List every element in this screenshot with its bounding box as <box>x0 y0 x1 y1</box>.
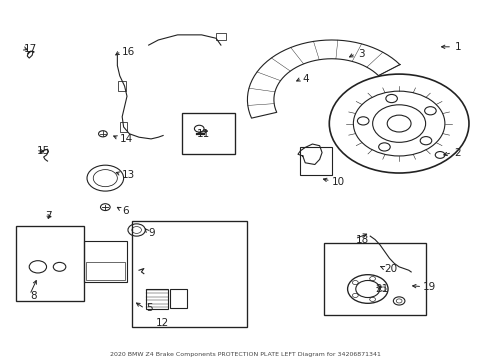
Bar <box>84 241 127 282</box>
Bar <box>171 289 187 308</box>
Text: 21: 21 <box>375 284 388 294</box>
Text: 1: 1 <box>455 42 461 52</box>
Bar <box>120 122 127 132</box>
Bar <box>216 33 226 40</box>
Text: 6: 6 <box>122 206 129 216</box>
Text: 2020 BMW Z4 Brake Components PROTECTION PLATE LEFT Diagram for 34206871341: 2020 BMW Z4 Brake Components PROTECTION … <box>110 352 380 357</box>
Text: 17: 17 <box>24 44 37 54</box>
Bar <box>118 81 126 91</box>
Text: 13: 13 <box>122 170 135 180</box>
Text: 4: 4 <box>303 74 309 84</box>
Text: 2: 2 <box>455 148 461 158</box>
Bar <box>324 243 426 315</box>
Text: 16: 16 <box>122 47 135 57</box>
Text: 10: 10 <box>332 176 345 186</box>
Bar <box>86 262 124 280</box>
Bar <box>132 221 247 327</box>
Text: 3: 3 <box>358 49 365 59</box>
Bar <box>300 148 332 175</box>
Text: 15: 15 <box>37 146 50 156</box>
Text: 7: 7 <box>45 211 52 221</box>
Text: 19: 19 <box>423 282 437 292</box>
Text: 18: 18 <box>356 235 369 244</box>
Bar <box>146 289 168 310</box>
Text: 14: 14 <box>120 134 133 144</box>
Text: 9: 9 <box>148 228 155 238</box>
Text: 20: 20 <box>385 264 398 274</box>
Text: 8: 8 <box>31 291 37 301</box>
Bar <box>16 226 84 301</box>
Text: 5: 5 <box>146 303 153 314</box>
Text: 11: 11 <box>197 129 210 139</box>
Text: 12: 12 <box>156 318 169 328</box>
Bar <box>182 113 235 154</box>
